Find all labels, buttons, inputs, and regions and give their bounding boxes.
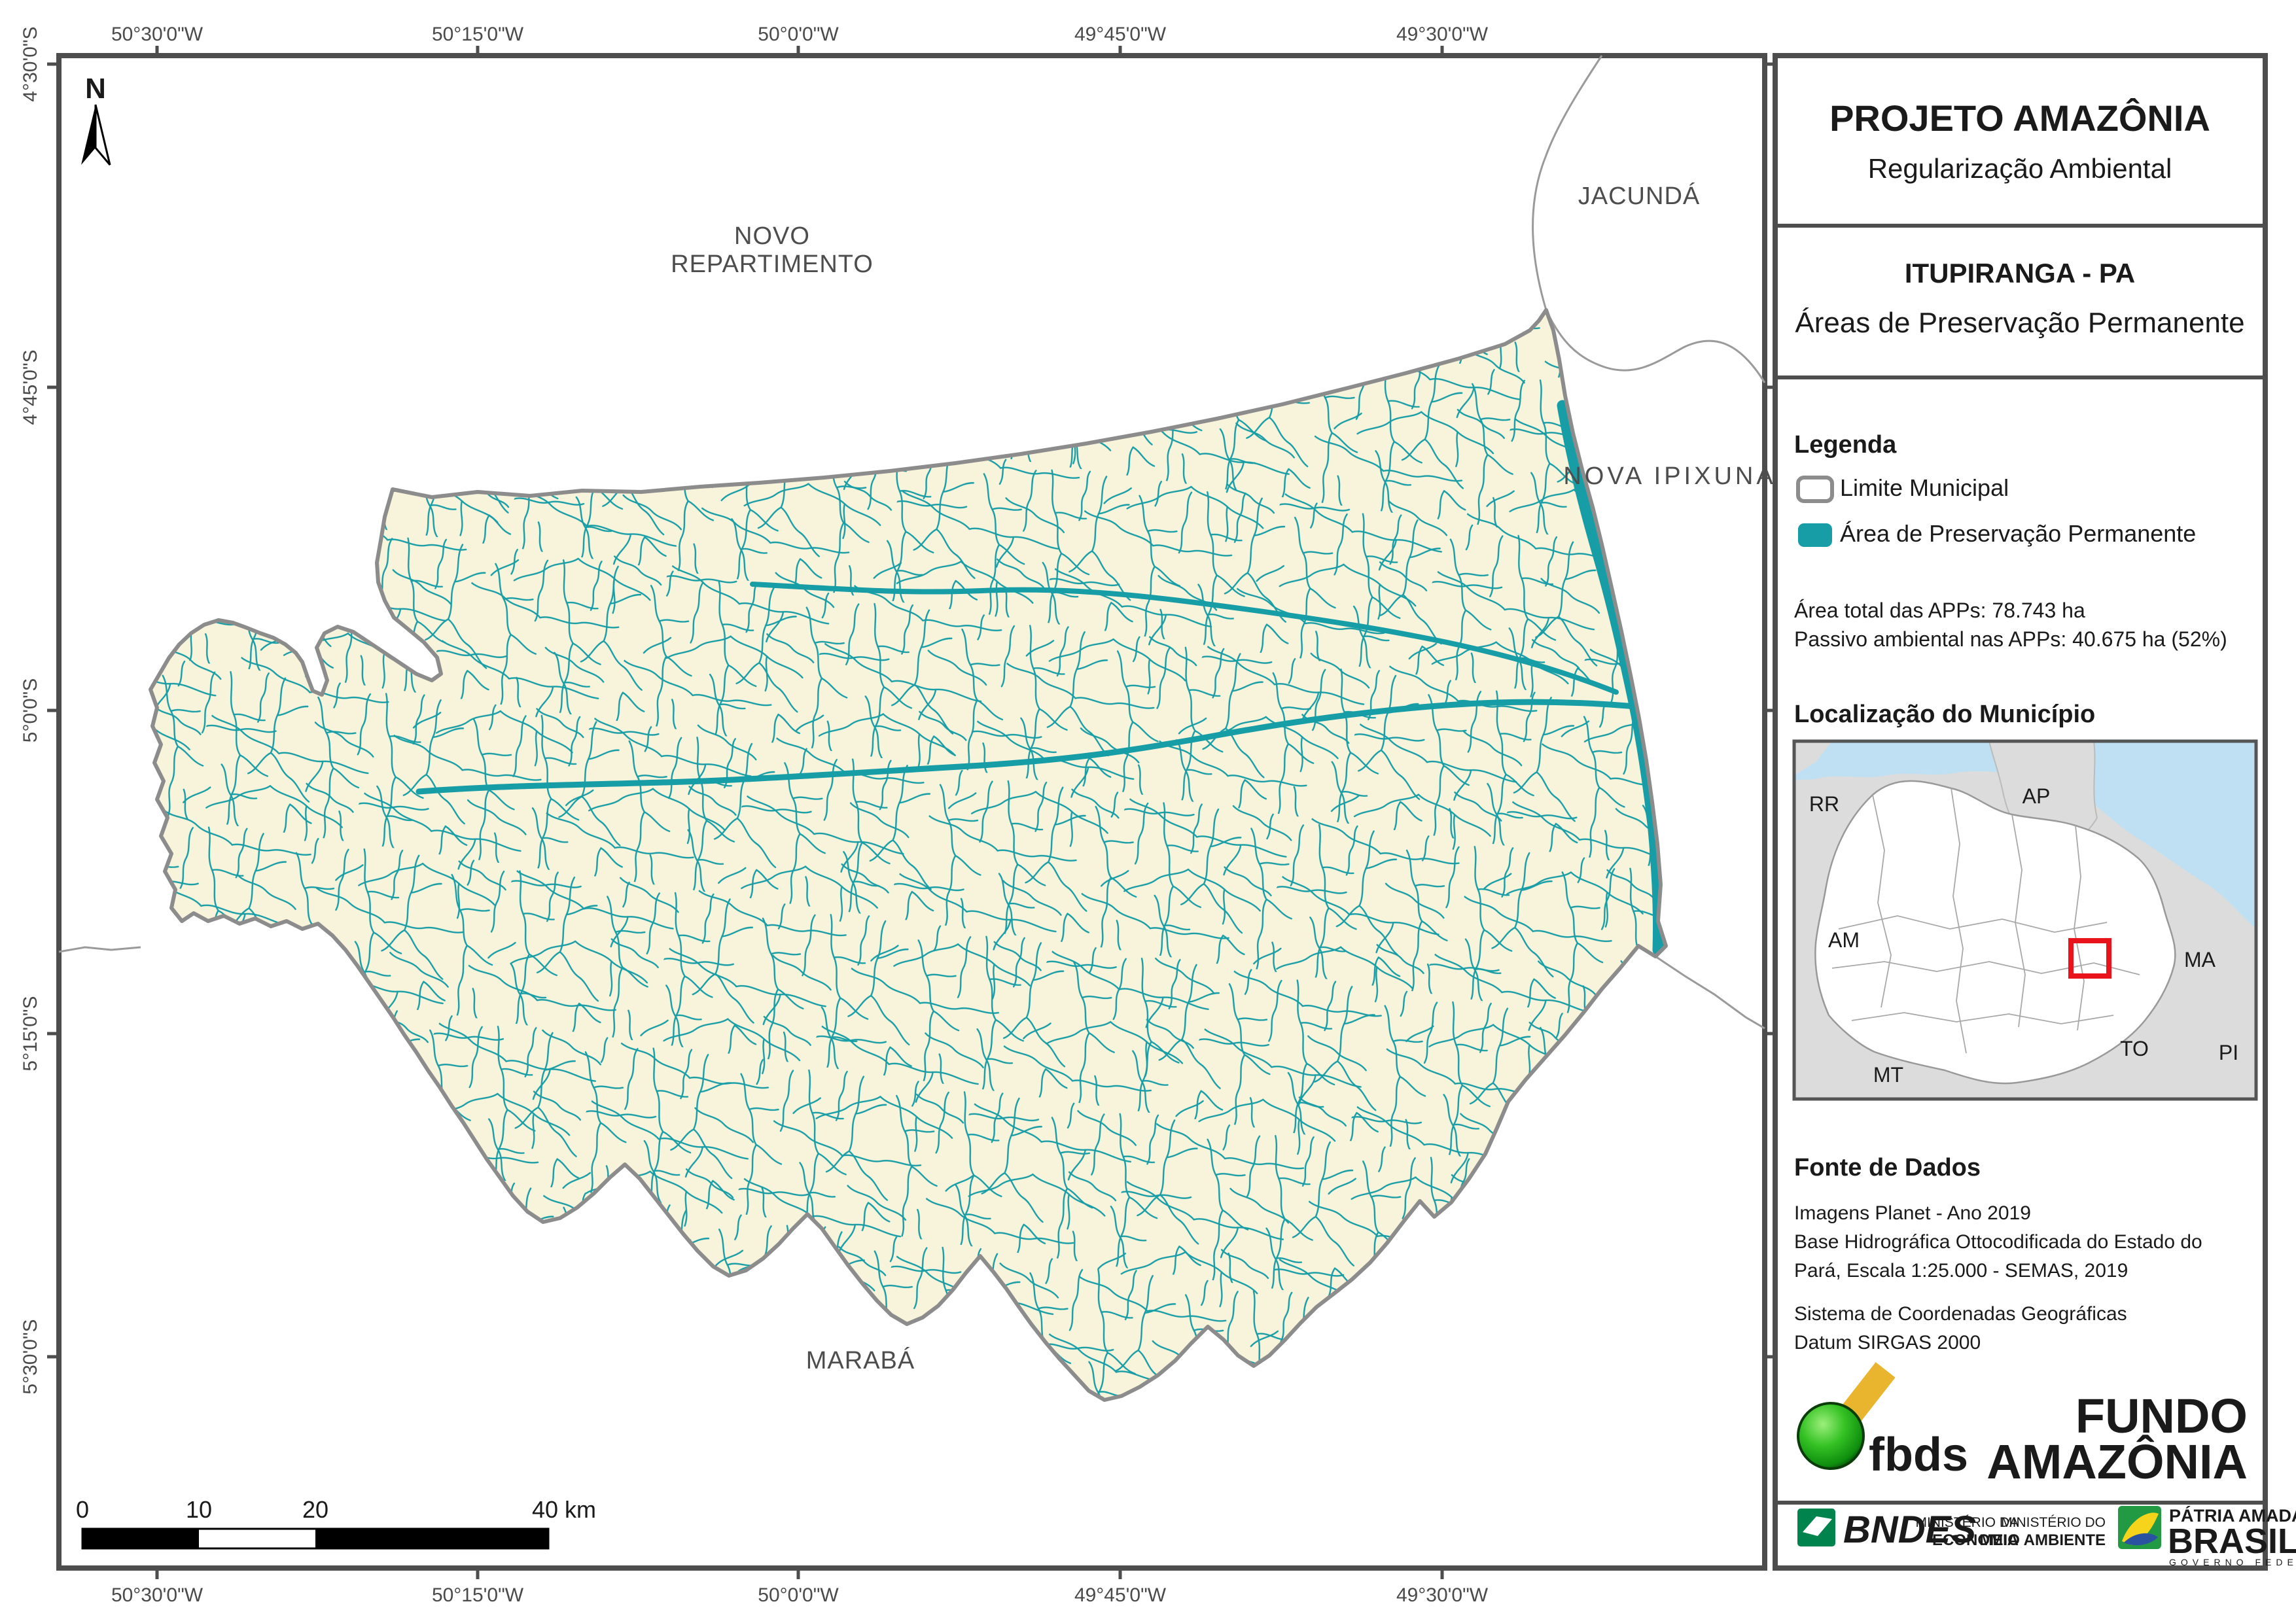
map-theme-title: Áreas de Preservação Permanente [1795, 307, 2244, 339]
source-heading: Fonte de Dados [1794, 1154, 1981, 1181]
fundo-wordmark-2: AMAZÔNIA [1987, 1435, 2248, 1489]
river-north [750, 582, 1619, 695]
source-line: Datum SIRGAS 2000 [1794, 1332, 1981, 1353]
source-line: Pará, Escala 1:25.000 - SEMAS, 2019 [1794, 1260, 2128, 1282]
fundo-amazonia-logo: FUNDO AMAZÔNIA [1987, 1389, 2248, 1489]
fundo-wordmark-1: FUNDO [2075, 1389, 2248, 1443]
brasil-top-text: PÁTRIA AMADA [2169, 1505, 2296, 1526]
project-title: PROJETO AMAZÔNIA [1829, 97, 2210, 139]
state-label-ap: AP [2022, 784, 2051, 808]
brasil-gov-logo: PÁTRIA AMADA BRASIL GOVERNO FEDERAL [2118, 1505, 2296, 1567]
map-area: 50°30'0"W 50°15'0"W 50°0'0"W 49°45'0"W 4… [20, 24, 1776, 1606]
axis-label: 49°30'0"W [1396, 1584, 1489, 1606]
axis-label: 50°30'0"W [111, 1584, 203, 1606]
state-label-rr: RR [1809, 792, 1839, 816]
axis-label: 50°15'0"W [432, 1584, 524, 1606]
river-tocantins [1557, 400, 1665, 956]
state-label-to: TO [2120, 1037, 2149, 1060]
north-arrow-icon: N [81, 73, 111, 166]
label-jacunda: JACUNDÁ [1578, 182, 1700, 210]
bndes-wordmark: BNDES [1843, 1509, 1976, 1551]
ministry-environment-bottom: MEIO AMBIENTE [1980, 1531, 2106, 1549]
label-nova-ipixuna: NOVA IPIXUNA [1563, 462, 1776, 490]
fbds-globe-icon [1797, 1402, 1865, 1470]
inset-state-labels: RR AP AM MA TO PI MT [1809, 784, 2238, 1087]
brasil-flag-blue [2124, 1533, 2158, 1546]
axis-label: 50°0'0"W [758, 24, 839, 45]
info-panel: PROJETO AMAZÔNIA Regularização Ambiental… [1773, 53, 2296, 1571]
fbds-logo: fbds [1797, 1362, 1968, 1481]
axis-labels-bottom: 50°30'0"W 50°15'0"W 50°0'0"W 49°45'0"W 4… [111, 1584, 1489, 1606]
neighbor-boundaries [58, 55, 1766, 1030]
inset-municipal-lines [1831, 788, 2140, 1054]
main-rivers [415, 400, 1665, 956]
inset-water [1794, 741, 2256, 929]
legend-item-app: Área de Preservação Permanente [1798, 520, 2196, 547]
ministry-environment-top: MINISTÉRIO DO [2001, 1515, 2106, 1530]
axis-label: 50°15'0"W [432, 24, 524, 45]
legend-stat-total: Área total das APPs: 78.743 ha [1794, 599, 2085, 622]
brasil-flag-yellow [2122, 1512, 2159, 1545]
municipality-itupiranga [150, 310, 1666, 1400]
legend-item-label: Área de Preservação Permanente [1840, 520, 2196, 547]
state-label-pi: PI [2219, 1041, 2238, 1064]
inset-rr-corner [1794, 741, 1832, 775]
axis-label: 50°0'0"W [758, 1584, 839, 1606]
fbds-wordmark: fbds [1869, 1429, 1968, 1481]
axis-label: 4°45'0"S [20, 349, 41, 425]
axis-labels-top: 50°30'0"W 50°15'0"W 50°0'0"W 49°45'0"W 4… [111, 24, 1489, 45]
legend-stat-passivo: Passivo ambiental nas APPs: 40.675 ha (5… [1794, 627, 2227, 651]
north-label: N [85, 73, 106, 105]
axis-label: 49°45'0"W [1074, 24, 1167, 45]
brasil-gov-text: PÁTRIA AMADA BRASIL GOVERNO FEDERAL [2168, 1505, 2296, 1567]
inset-border [1792, 739, 2258, 1101]
scale-label: 20 [302, 1496, 328, 1523]
source-line: Base Hidrográfica Ottocodificada do Esta… [1794, 1231, 2202, 1253]
brasil-sub-text: GOVERNO FEDERAL [2169, 1557, 2296, 1567]
axis-label: 5°15'0"S [20, 996, 41, 1071]
axis-labels-left: 4°30'0"S 4°45'0"S 5°0'0"S 5°15'0"S 5°30'… [20, 26, 41, 1394]
axis-label: 49°45'0"W [1074, 1584, 1167, 1606]
legend-swatch-fill [1798, 523, 1832, 547]
axis-label: 5°30'0"S [20, 1319, 41, 1394]
inset-highlight-box [2068, 938, 2111, 979]
location-inset-map: RR AP AM MA TO PI MT [1792, 739, 2258, 1101]
bndes-logo: BNDES [1797, 1509, 1976, 1551]
label-novo-repartimento-2: REPARTIMENTO [671, 251, 874, 278]
sponsors-row: BNDES MINISTÉRIO DA ECONOMIA MINISTÉRIO … [1797, 1505, 2296, 1567]
legend-item-label: Limite Municipal [1840, 474, 2009, 501]
legend-heading: Legenda [1794, 431, 1897, 459]
state-label-am: AM [1828, 928, 1860, 952]
inset-para-state [1814, 780, 2176, 1085]
state-label-ma: MA [2184, 948, 2216, 971]
axis-label: 4°30'0"S [20, 26, 41, 101]
legend-item-limite-municipal: Limite Municipal [1796, 474, 2009, 503]
source-line: Imagens Planet - Ano 2019 [1794, 1202, 2031, 1224]
scale-label: 0 [76, 1496, 89, 1523]
ministry-environment: MINISTÉRIO DO MEIO AMBIENTE [1980, 1515, 2106, 1549]
project-subtitle: Regularização Ambiental [1868, 153, 2172, 184]
location-heading: Localização do Município [1794, 701, 2095, 728]
state-label-mt: MT [1873, 1063, 1903, 1087]
scale-label: 40 km [532, 1496, 596, 1523]
label-novo-repartimento-1: NOVO [734, 222, 810, 250]
axis-label: 49°30'0"W [1396, 24, 1489, 45]
scale-bar: 0 10 20 40 km [76, 1496, 596, 1550]
brasil-main-text: BRASIL [2168, 1522, 2296, 1561]
ministry-economy: MINISTÉRIO DA ECONOMIA [1915, 1515, 2019, 1549]
source-line: Sistema de Coordenadas Geográficas [1794, 1303, 2127, 1325]
river-central [415, 699, 1652, 795]
axis-label: 50°30'0"W [111, 24, 203, 45]
label-maraba: MARABÁ [806, 1346, 915, 1374]
municipality-title: ITUPIRANGA - PA [1905, 258, 2135, 288]
axis-label: 5°0'0"S [20, 678, 41, 742]
legend-swatch-outline [1796, 476, 1834, 503]
scale-label: 10 [186, 1496, 212, 1523]
bndes-flag-shape [1803, 1516, 1832, 1536]
graticule-ticks [47, 46, 1776, 1579]
ministry-economy-bottom: ECONOMIA [1932, 1531, 2019, 1549]
ministry-economy-top: MINISTÉRIO DA [1915, 1515, 2019, 1530]
